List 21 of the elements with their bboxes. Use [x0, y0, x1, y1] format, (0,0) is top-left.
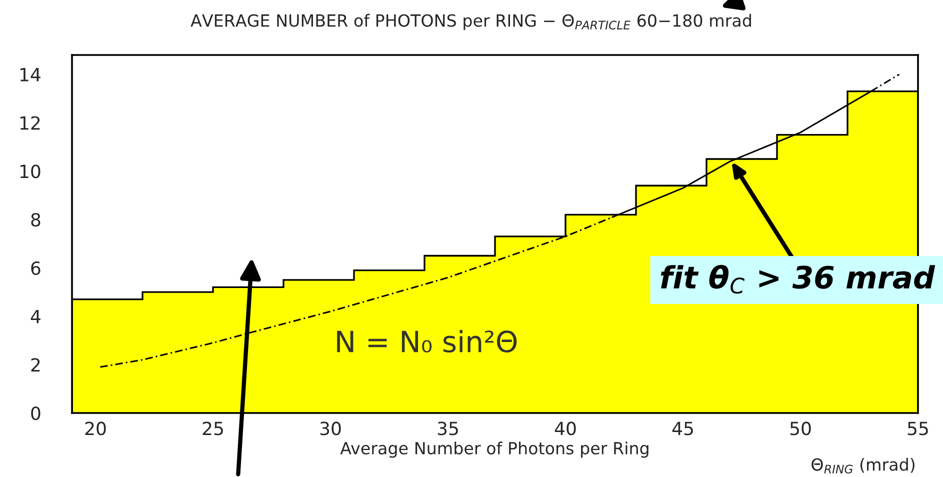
- x-tick-label: 25: [202, 422, 223, 436]
- y-tick-label: 8: [31, 212, 40, 227]
- y-tick-label: 2: [31, 358, 40, 372]
- x-tick-label: 55: [908, 422, 928, 436]
- x-axis-title: Average Number of Photons per Ring: [340, 442, 648, 458]
- annotation: N = N₀ sin²Θ: [337, 330, 517, 353]
- x-tick-label: 45: [672, 422, 693, 436]
- x-tick-label: 20: [85, 422, 106, 436]
- y-tick-label: 4: [30, 310, 40, 324]
- x-tick-label: 30: [320, 422, 341, 436]
- x-tick-label: 40: [554, 422, 576, 436]
- y-tick-label: 14: [20, 68, 40, 82]
- y-tick-label: 10: [20, 164, 40, 178]
- annotation: fit θ$_{C}$ > 36 mrad: [660, 264, 936, 294]
- y-tick-label: 6: [31, 261, 40, 275]
- chart-title: AVERAGE NUMBER of PHOTONS per RING − Θ$_{PARTICLE}$ 60−180 mrad: [190, 14, 751, 30]
- text: Θ$_{RING}$ (mrad): [812, 458, 914, 474]
- y-tick-label: 12: [20, 116, 40, 130]
- x-tick-label: 50: [790, 422, 811, 436]
- y-tick-label: 0: [31, 406, 40, 420]
- x-tick-label: 35: [438, 422, 458, 436]
